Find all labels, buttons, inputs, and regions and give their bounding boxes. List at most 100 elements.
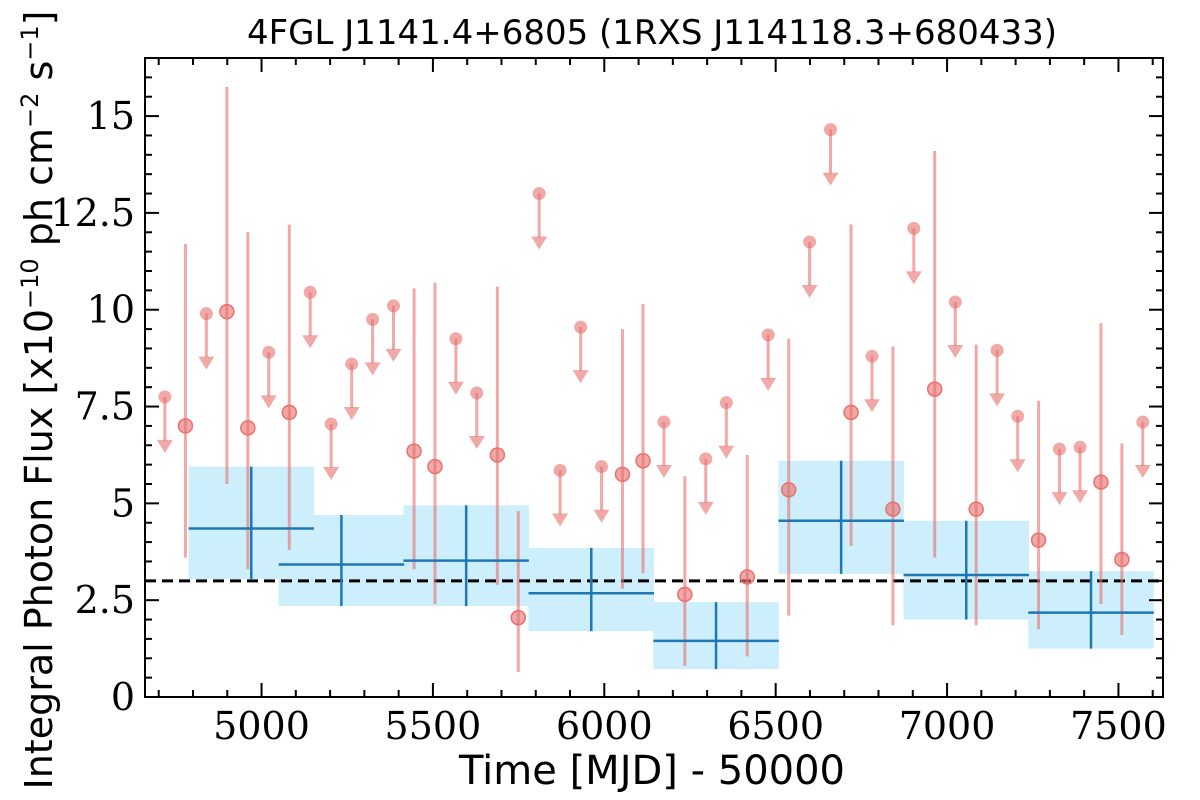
upper-limit-arrow [1051, 492, 1068, 506]
upper-limit-arrow [1134, 465, 1151, 479]
upper-limit-arrow [572, 370, 589, 384]
y-label-part: s [17, 61, 61, 93]
x-tick-label: 6500 [727, 704, 824, 748]
upper-limit-point [262, 345, 276, 359]
upper-limit-point [199, 307, 213, 321]
upper-limit-arrow [343, 406, 360, 420]
upper-limit-arrow [385, 348, 402, 362]
upper-limit-arrow [447, 381, 464, 395]
upper-limit-point [532, 187, 546, 201]
y-tick-label: 12.5 [50, 191, 135, 235]
monthly-points [156, 87, 1151, 672]
upper-limit-arrow [989, 393, 1006, 407]
binned-flux-errorbars [188, 460, 1154, 670]
y-tick-label: 0 [111, 675, 135, 719]
upper-limit-point [803, 235, 817, 249]
x-tick-label: 7500 [1070, 704, 1167, 748]
y-tick-label: 15 [87, 94, 135, 138]
upper-limit-arrow [718, 445, 735, 459]
upper-limit-arrow [863, 399, 880, 413]
upper-limit-point [366, 312, 380, 326]
chart-title: 4FGL J1141.4+6805 (1RXS J114118.3+680433… [247, 13, 1057, 53]
detection-point [240, 420, 256, 436]
upper-limit-point [387, 299, 401, 313]
y-tick-label: 7.5 [75, 385, 135, 429]
detection-point [843, 404, 859, 421]
upper-limit-arrow [947, 344, 964, 358]
upper-limit-arrow [905, 271, 922, 285]
y-label-exponent: −2 [16, 93, 44, 128]
axis-ticks [145, 58, 1163, 698]
upper-limit-point [1136, 415, 1150, 429]
y-label-exponent: −10 [16, 258, 44, 309]
upper-limit-arrow [801, 284, 818, 298]
upper-limit-point [158, 390, 172, 404]
y-label-exponent: −1 [16, 25, 44, 60]
upper-limit-arrow [302, 335, 319, 349]
upper-limit-arrow [156, 439, 173, 453]
upper-limit-arrow [364, 362, 381, 376]
detection-point [1093, 474, 1109, 490]
upper-limit-point [595, 460, 609, 474]
detection-point [926, 381, 943, 397]
detection-point [281, 404, 298, 421]
y-axis-label: Integral Photon Flux [x10−10 ph cm−2 s−1… [16, 11, 61, 790]
upper-limit-arrow [531, 236, 548, 250]
detection-point [219, 303, 235, 320]
detection-point [427, 458, 443, 475]
upper-limit-point [657, 415, 671, 429]
upper-limit-arrow [655, 465, 672, 479]
x-tick-label: 5000 [213, 704, 310, 748]
upper-limit-point [470, 386, 484, 400]
x-tick-label: 5500 [385, 704, 482, 748]
detection-point [635, 453, 651, 469]
detection-point [1030, 532, 1047, 548]
upper-limit-arrow [323, 466, 340, 480]
upper-limit-point [574, 320, 588, 334]
detection-point [1114, 551, 1130, 568]
detection-point [177, 418, 194, 434]
detection-point [489, 447, 506, 463]
y-label-part: ph cm [17, 128, 61, 258]
upper-limit-point [761, 328, 775, 342]
upper-limit-point [303, 285, 317, 299]
upper-limit-arrow [552, 513, 569, 527]
detection-point [968, 501, 984, 517]
upper-limit-arrow [468, 435, 485, 449]
upper-limit-arrow [697, 501, 714, 515]
y-tick-label: 10 [87, 288, 135, 332]
upper-limit-arrow [760, 377, 777, 391]
detection-point [677, 586, 693, 603]
upper-limit-arrow [198, 356, 215, 370]
upper-limit-point [324, 417, 338, 431]
upper-limit-point [699, 452, 713, 466]
detection-point [780, 482, 797, 498]
y-tick-labels: 0 2.5 5 7.5 10 12.5 15 [50, 94, 135, 719]
upper-limit-point [865, 349, 879, 363]
detection-point [885, 501, 901, 517]
detection-point [614, 466, 631, 483]
x-tick-labels: 5000 5500 6000 6500 7000 7500 [213, 704, 1167, 748]
y-tick-label: 5 [111, 481, 135, 525]
y-label-part: Integral Photon Flux [x10 [17, 309, 61, 790]
x-tick-label: 6000 [556, 704, 653, 748]
detection-point [406, 443, 422, 459]
upper-limit-point [824, 123, 838, 137]
upper-limit-arrow [260, 395, 277, 409]
detection-point [739, 569, 755, 585]
y-tick-label: 2.5 [75, 578, 135, 622]
upper-limit-point [1011, 409, 1025, 423]
upper-limit-point [907, 221, 921, 235]
upper-limit-point [990, 343, 1004, 357]
upper-limit-arrow [822, 172, 839, 186]
upper-limit-point [553, 463, 567, 477]
upper-limit-point [1052, 442, 1066, 456]
upper-limit-arrow [1072, 490, 1089, 504]
x-tick-label: 7000 [899, 704, 996, 748]
upper-limit-arrow [593, 509, 610, 523]
plot-frame [144, 57, 1164, 698]
detection-point [510, 609, 527, 626]
upper-limit-point [449, 332, 463, 346]
y-label-part: ] [17, 11, 61, 26]
